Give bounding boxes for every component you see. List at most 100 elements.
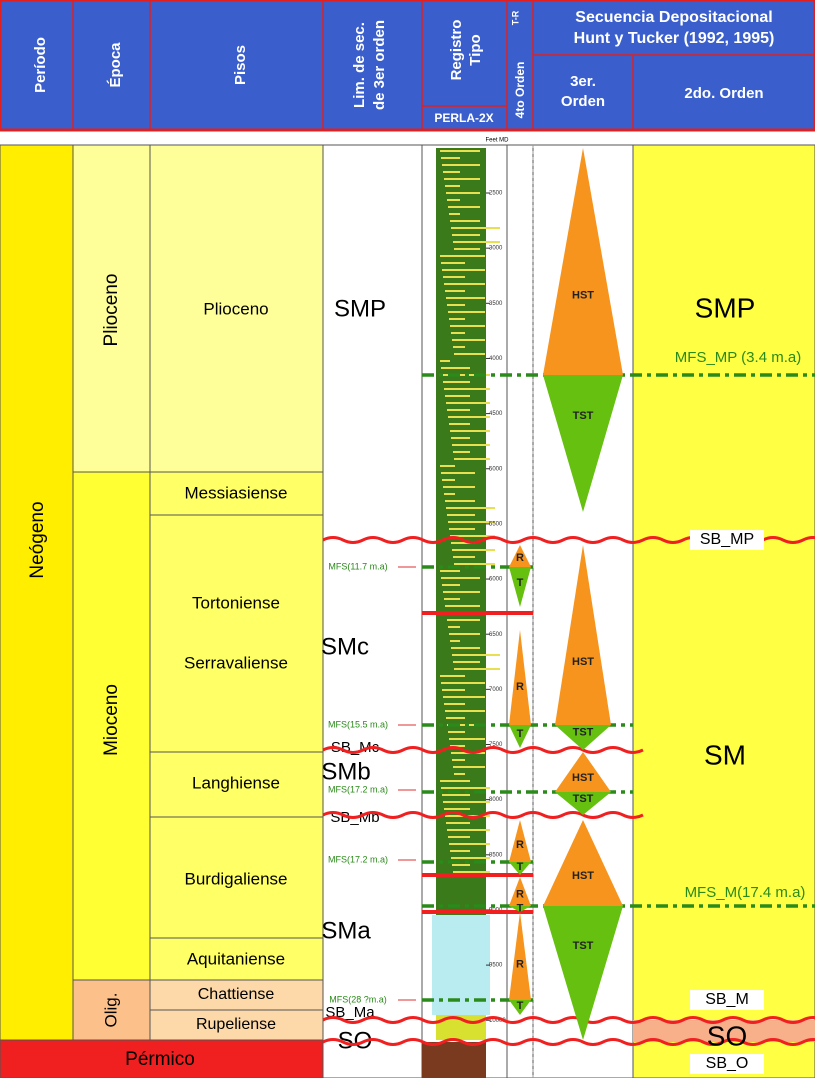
log-stripe bbox=[442, 164, 480, 166]
log-stripe bbox=[454, 248, 480, 250]
log-stripe bbox=[452, 444, 490, 446]
log-stripe bbox=[441, 262, 465, 264]
depth-label: 3000 bbox=[489, 246, 503, 252]
depth-label: 6000 bbox=[489, 577, 503, 583]
tract-label: R bbox=[516, 552, 524, 564]
log-stripe bbox=[451, 857, 490, 859]
log-stripe bbox=[443, 696, 485, 698]
mfs-label: MFS_M(17.4 m.a) bbox=[685, 884, 806, 901]
tract-label: HST bbox=[572, 656, 594, 668]
header-epoca: Época bbox=[107, 42, 124, 88]
tract-label: TST bbox=[573, 410, 594, 422]
sequence-label: SMa bbox=[321, 917, 371, 944]
log-stripe bbox=[442, 689, 465, 691]
header-registro: Registro bbox=[448, 20, 465, 81]
tract-label: HST bbox=[572, 772, 594, 784]
depth-label: 4000 bbox=[489, 356, 503, 362]
log-stripe bbox=[447, 514, 475, 516]
log-stripe bbox=[448, 521, 495, 523]
log-stripe bbox=[448, 731, 465, 733]
tract-label: TST bbox=[573, 940, 594, 952]
stage-label: Tortoniense bbox=[192, 593, 280, 612]
log-stripe bbox=[447, 829, 490, 831]
log-stripe bbox=[441, 157, 460, 159]
header-registro: Tipo bbox=[467, 34, 484, 65]
log-stripe bbox=[453, 451, 470, 453]
log-stripe bbox=[446, 192, 480, 194]
header-3er-orden: 3er. bbox=[570, 73, 596, 90]
sequence-label: SM bbox=[704, 739, 746, 770]
header-2do-orden: 2do. Orden bbox=[684, 85, 763, 102]
stage-label: Langhiense bbox=[192, 773, 280, 792]
sequence-label: SMP bbox=[334, 295, 386, 322]
log-stripe bbox=[454, 773, 465, 775]
stage-label: Messiasiense bbox=[185, 483, 288, 502]
log-stripe bbox=[440, 150, 480, 152]
depth-label: 8500 bbox=[489, 852, 503, 858]
log-stripe bbox=[450, 220, 480, 222]
log-stripe bbox=[449, 843, 490, 845]
tract-label: T bbox=[517, 1000, 524, 1012]
log-stripe bbox=[445, 710, 485, 712]
depth-label: 8000 bbox=[489, 797, 503, 803]
mfs-label: MFS(17.2 m.a) bbox=[328, 854, 388, 864]
tract-label: TST bbox=[573, 726, 594, 738]
log-stripe bbox=[451, 332, 465, 334]
boundary-label: SB_O bbox=[706, 1055, 749, 1072]
log-stripe bbox=[441, 787, 490, 789]
log-stripe bbox=[449, 318, 465, 320]
log-stripe bbox=[446, 717, 465, 719]
mfs-label: MFS(11.7 m.a) bbox=[328, 561, 387, 571]
sequence-label: SO bbox=[707, 1020, 747, 1051]
log-stripe bbox=[453, 871, 490, 873]
mfs-label: MFS(28 ?m.a) bbox=[329, 994, 387, 1004]
log-stripe bbox=[441, 472, 475, 474]
header-4to-orden: 4to Orden bbox=[513, 62, 527, 119]
log-stripe bbox=[445, 395, 470, 397]
depth-label: 6500 bbox=[489, 632, 503, 638]
log-stripe bbox=[440, 780, 470, 782]
log-stripe bbox=[449, 423, 470, 425]
log-stripe bbox=[444, 388, 490, 390]
header-periodo: Período bbox=[32, 37, 49, 93]
log-stripe bbox=[446, 822, 470, 824]
tract-label: TST bbox=[573, 793, 594, 805]
log-stripe bbox=[454, 458, 490, 460]
log-basement bbox=[422, 1042, 486, 1078]
log-stripe bbox=[443, 486, 475, 488]
log-stripe bbox=[440, 570, 460, 572]
log-stripe bbox=[441, 577, 480, 579]
log-stripe bbox=[453, 346, 465, 348]
tract-label: HST bbox=[572, 289, 594, 301]
header-tr: T-R bbox=[510, 10, 520, 25]
log-stripe bbox=[448, 311, 485, 313]
neogeno-block bbox=[0, 145, 73, 1040]
log-stripe bbox=[450, 850, 470, 852]
log-stripe bbox=[452, 234, 480, 236]
stratigraphic-chart: Período Época Pisos Lim. de sec. de 3er … bbox=[0, 0, 815, 1078]
log-stripe bbox=[449, 213, 460, 215]
stage-block bbox=[150, 515, 323, 752]
log-stripe bbox=[445, 605, 480, 607]
log-stripe bbox=[447, 409, 470, 411]
log-stripe bbox=[444, 493, 455, 495]
tract-label: R bbox=[516, 888, 524, 900]
log-stripe bbox=[449, 738, 485, 740]
depth-label: 9500 bbox=[489, 963, 503, 969]
mfs-label: MFS_MP (3.4 m.a) bbox=[675, 349, 801, 366]
depth-label: 4500 bbox=[489, 411, 503, 417]
log-stripe bbox=[448, 626, 460, 628]
log-stripe bbox=[454, 668, 500, 670]
tract-label: T bbox=[517, 861, 524, 873]
depth-label: 7000 bbox=[489, 687, 503, 693]
log-stripe bbox=[440, 255, 485, 257]
boundary-label: SB_MP bbox=[700, 531, 754, 548]
header-3er-orden: Orden bbox=[561, 93, 605, 110]
log-stripe bbox=[447, 304, 465, 306]
header-secuencia: Hunt y Tucker (1992, 1995) bbox=[574, 30, 775, 47]
depth-label: 5000 bbox=[489, 466, 503, 472]
header-lim-sec: de 3er orden bbox=[371, 20, 388, 110]
log-stripe bbox=[451, 437, 470, 439]
depth-label: 5500 bbox=[489, 521, 503, 527]
log-stripe bbox=[441, 682, 485, 684]
